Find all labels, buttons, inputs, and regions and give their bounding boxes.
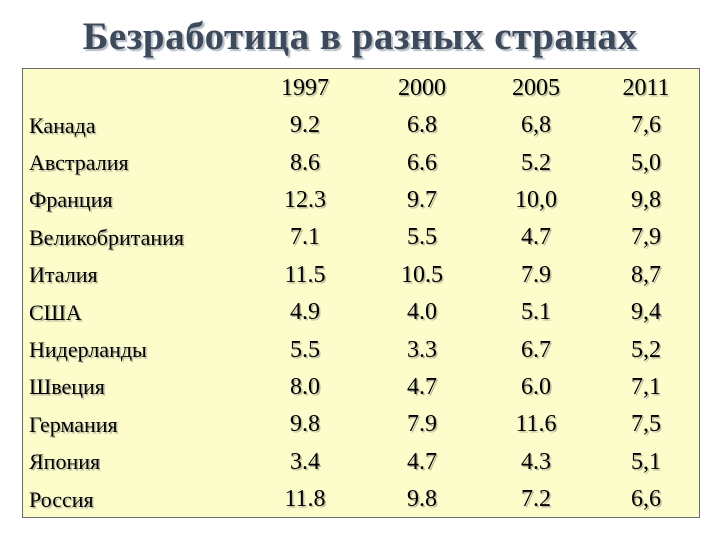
country-name: Германия	[29, 411, 118, 437]
table-row: Италия 11.5 10.5 7.9 8,7	[23, 257, 699, 294]
rate-value: 10,0	[515, 186, 557, 213]
rate-value: 5.1	[521, 299, 551, 326]
rate-value: 5.5	[407, 224, 437, 251]
rate-value: 8.0	[290, 373, 320, 400]
rate-value: 7,6	[631, 112, 661, 139]
table-row: Великобритания 7.1 5.5 4.7 7,9	[23, 219, 699, 256]
rate-value: 8,7	[631, 261, 661, 288]
rate-value: 7.9	[521, 261, 551, 288]
table-row: Нидерланды 5.5 3.3 6.7 5,2	[23, 331, 699, 368]
country-name: Австралия	[29, 150, 129, 176]
rate-value: 5.5	[290, 336, 320, 363]
table-row: Франция 12.3 9.7 10,0 9,8	[23, 182, 699, 219]
rate-value: 6.8	[407, 112, 437, 139]
country-name: Италия	[29, 262, 98, 288]
year-header: 1997	[281, 74, 329, 101]
rate-value: 6.6	[407, 149, 437, 176]
rate-value: 9.8	[407, 486, 437, 513]
rate-value: 5,0	[631, 149, 661, 176]
rate-value: 3.3	[407, 336, 437, 363]
country-name: Россия	[29, 486, 94, 512]
rate-value: 7.9	[407, 411, 437, 438]
unemployment-table-panel: 1997 2000 2005 2011 Канада 9.2 6.8 6,8 7…	[22, 68, 700, 518]
year-header: 2011	[622, 74, 670, 101]
rate-value: 5.2	[521, 149, 551, 176]
page-title: Безработица в разных странах	[82, 15, 638, 58]
table-row: Швеция 8.0 4.7 6.0 7,1	[23, 369, 699, 406]
country-name: Великобритания	[29, 224, 185, 250]
rate-value: 5,1	[631, 448, 661, 475]
rate-value: 4.7	[521, 224, 551, 251]
rate-value: 4.7	[407, 373, 437, 400]
rate-value: 3.4	[290, 448, 320, 475]
rate-value: 7,1	[631, 373, 661, 400]
rate-value: 9.2	[290, 112, 320, 139]
country-name: Япония	[29, 449, 101, 475]
rate-value: 9.8	[290, 411, 320, 438]
rate-value: 9.7	[407, 186, 437, 213]
table-row: Россия 11.8 9.8 7.2 6,6	[23, 481, 699, 518]
country-name: Нидерланды	[29, 337, 147, 363]
country-name: Швеция	[29, 374, 105, 400]
rate-value: 4.7	[407, 448, 437, 475]
country-name: США	[29, 299, 82, 325]
rate-value: 11.8	[284, 486, 326, 513]
rate-value: 4.3	[521, 448, 551, 475]
year-header: 2000	[398, 74, 446, 101]
header-row: 1997 2000 2005 2011	[23, 69, 699, 107]
rate-value: 9,8	[631, 186, 661, 213]
country-name: Франция	[29, 187, 113, 213]
rate-value: 4.9	[290, 299, 320, 326]
rate-value: 7,5	[631, 411, 661, 438]
table-row: Канада 9.2 6.8 6,8 7,6	[23, 107, 699, 144]
rate-value: 11.5	[284, 261, 326, 288]
table-row: Германия 9.8 7.9 11.6 7,5	[23, 406, 699, 443]
header-corner-cell	[23, 69, 245, 107]
table-row: Австралия 8.6 6.6 5.2 5,0	[23, 144, 699, 181]
country-name: Канада	[29, 112, 96, 138]
rate-value: 6,8	[521, 112, 551, 139]
rate-value: 6,6	[631, 486, 661, 513]
rate-value: 7.2	[521, 486, 551, 513]
rate-value: 7.1	[290, 224, 320, 251]
rate-value: 5,2	[631, 336, 661, 363]
unemployment-table: 1997 2000 2005 2011 Канада 9.2 6.8 6,8 7…	[23, 69, 699, 518]
rate-value: 11.6	[515, 411, 557, 438]
rate-value: 6.0	[521, 373, 551, 400]
year-header: 2005	[512, 74, 560, 101]
rate-value: 8.6	[290, 149, 320, 176]
rate-value: 6.7	[521, 336, 551, 363]
rate-value: 12.3	[284, 186, 326, 213]
rate-value: 4.0	[407, 299, 437, 326]
rate-value: 9,4	[631, 299, 661, 326]
rate-value: 7,9	[631, 224, 661, 251]
rate-value: 10.5	[401, 261, 443, 288]
table-row: Япония 3.4 4.7 4.3 5,1	[23, 444, 699, 481]
table-row: США 4.9 4.0 5.1 9,4	[23, 294, 699, 331]
